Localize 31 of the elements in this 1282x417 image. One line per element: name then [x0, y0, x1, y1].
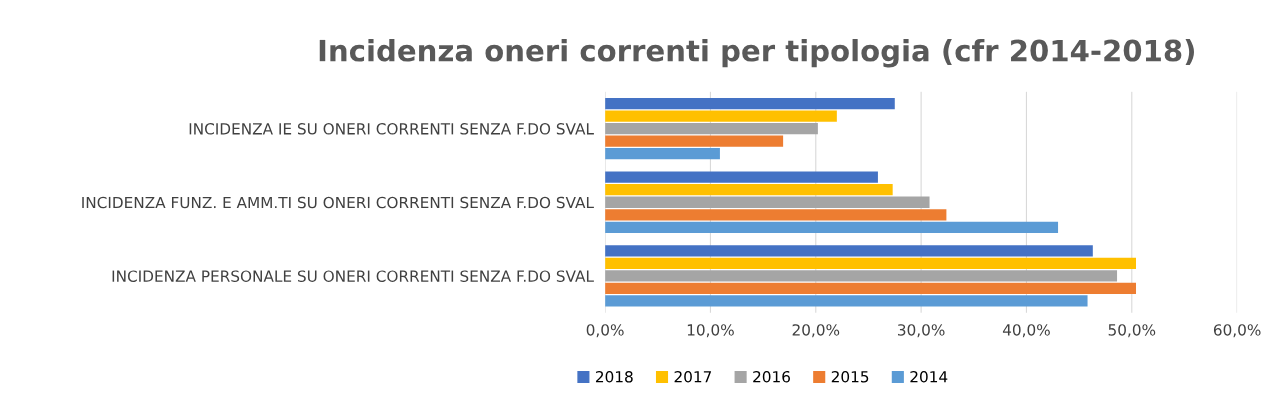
bar: [605, 122, 818, 135]
bar: [605, 270, 1118, 282]
bar: [605, 295, 1088, 307]
y-tick-label: INCIDENZA FUNZ. E AMM.TI SU ONERI CORRENTI SENZA F.DO SVAL: [82, 196, 594, 209]
bar: [605, 196, 930, 208]
x-tick-label: 50,0%: [1108, 324, 1156, 338]
bar: [605, 257, 1137, 270]
bar: [605, 245, 1093, 257]
y-tick-label: INCIDENZA PERSONALE SU ONERI CORRENTI SENZA F.DO SVAL: [112, 270, 594, 282]
bar: [605, 110, 837, 122]
bar: [605, 282, 1137, 295]
bar: [605, 184, 893, 196]
legend-label: 2015: [831, 370, 869, 383]
legend-label: 2016: [753, 370, 790, 383]
bar: [605, 209, 947, 221]
bar: [605, 171, 878, 183]
x-tick-label: 0,0%: [586, 324, 624, 338]
legend-label: 2017: [674, 370, 712, 383]
x-tick-label: 30,0%: [898, 324, 945, 338]
bar: [605, 97, 895, 110]
bar: [605, 135, 784, 147]
x-tick-label: 60,0%: [1213, 324, 1261, 338]
x-tick-label: 20,0%: [792, 324, 840, 338]
bar: [605, 147, 720, 160]
chart-title: Incidenza oneri correnti per tipologia (cfr 2014-2018): [319, 39, 1194, 68]
x-tick-label: 40,0%: [1002, 324, 1050, 338]
legend-label: 2014: [910, 370, 948, 383]
y-tick-label: INCIDENZA IE SU ONERI CORRENTI SENZA F.DO SVAL: [189, 123, 594, 135]
legend-label: 2018: [595, 370, 633, 383]
x-tick-label: 10,0%: [687, 324, 734, 338]
bar: [605, 221, 1059, 233]
